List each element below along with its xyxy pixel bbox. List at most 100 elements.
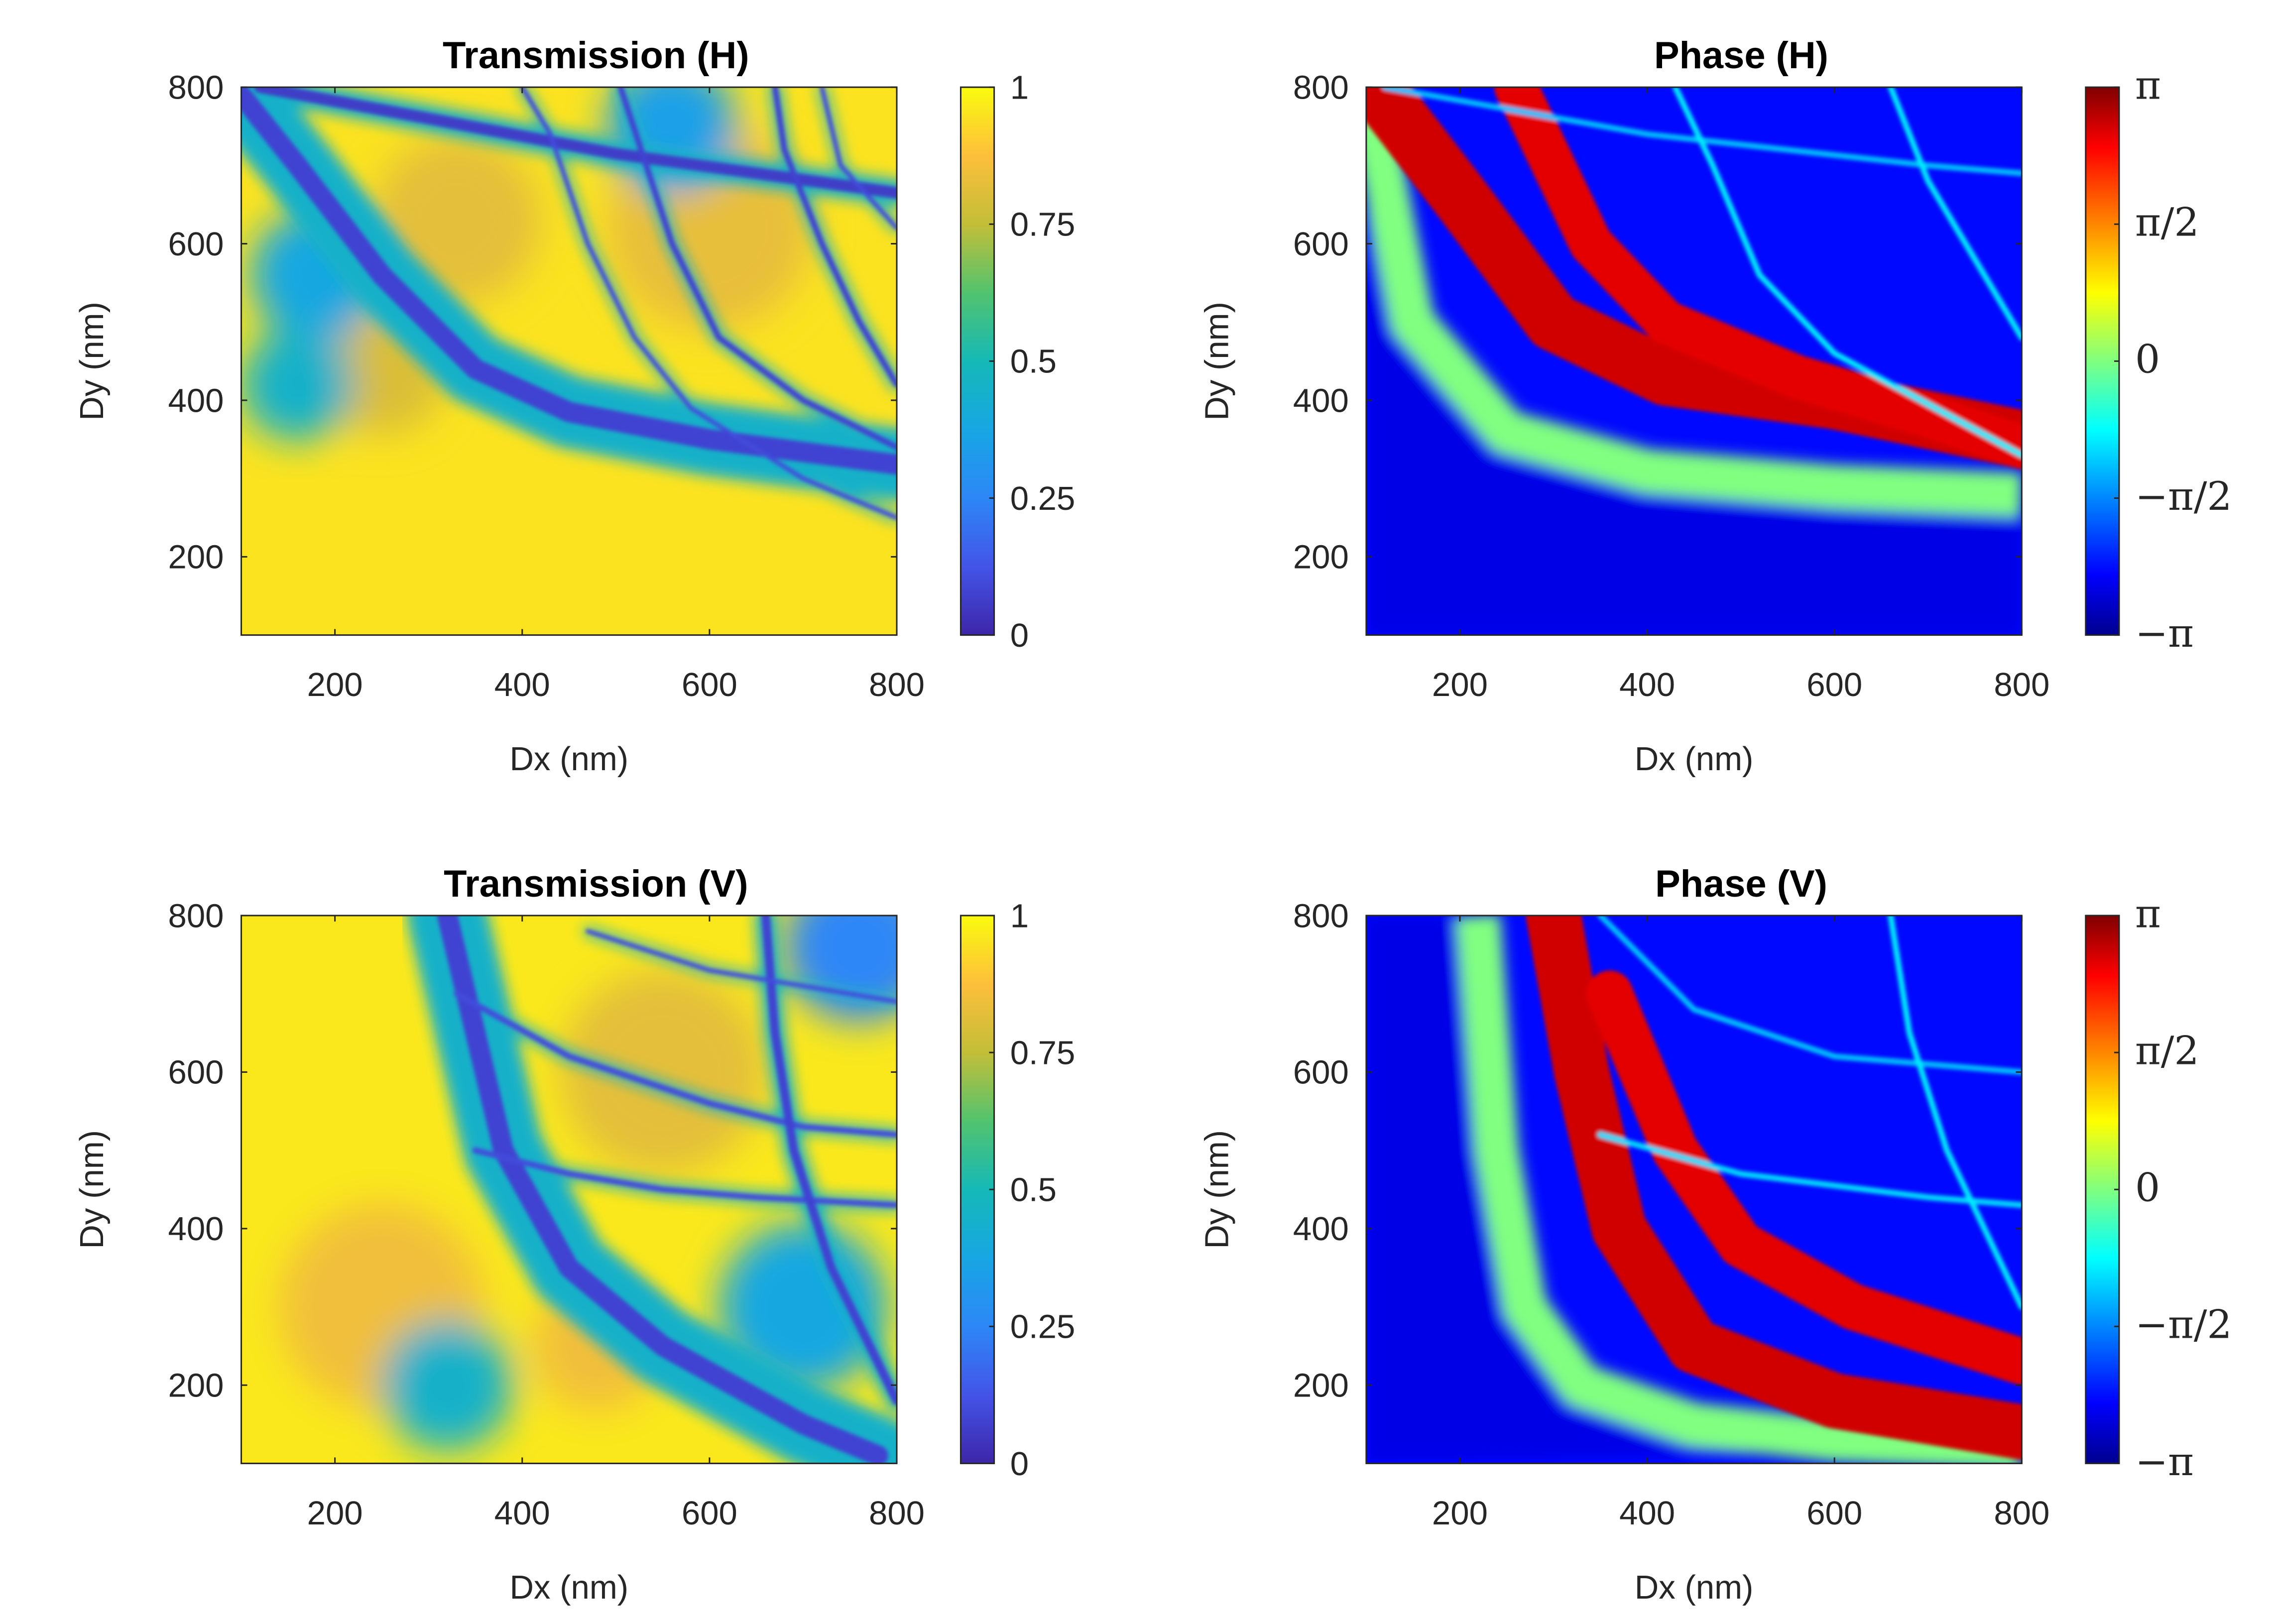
colorbar-transmission-v: 0 0.25 0.5 0.75 1 xyxy=(960,897,1076,1483)
panel-transmission-h: 200 400 600 800 200 400 600 800 Dx (nm) Dy (nm) Tr… xyxy=(73,34,1075,778)
x-axis-label: Dx (nm) xyxy=(1635,1569,1754,1606)
colorbar-tick-label: −π xyxy=(2135,1439,2194,1485)
heatmap-transmission-h xyxy=(241,87,897,635)
x-tick-label: 400 xyxy=(494,666,550,703)
colorbar-tick-label: 0.25 xyxy=(1010,480,1076,517)
dark-band xyxy=(820,87,897,231)
dark-band xyxy=(254,87,897,199)
y-tick-label: 200 xyxy=(1293,539,1349,576)
colorbar-transmission-h: 0 0.25 0.5 0.75 1 xyxy=(960,69,1075,654)
red-band xyxy=(1494,87,2022,469)
x-axis-label: Dx (nm) xyxy=(509,740,628,778)
colorbar-tick-label: 0.5 xyxy=(1010,1171,1057,1209)
x-tick-label: 800 xyxy=(1994,666,2049,703)
panel-transmission-v: 200 400 600 800 200 400 600 800 Dx (nm) Dy (nm) Tr… xyxy=(73,863,1075,1606)
y-tick-label: 600 xyxy=(168,1054,224,1091)
colorbar-tick-label: π xyxy=(2135,891,2161,936)
axes-box xyxy=(1365,86,2023,636)
colorbar-tick-label: 1 xyxy=(1010,897,1029,934)
colorbar-tick-label: 0.25 xyxy=(1010,1308,1076,1346)
cyan-region xyxy=(381,1319,513,1451)
dark-band xyxy=(761,915,897,1405)
colorbar-tick-label: π/2 xyxy=(2135,1028,2199,1073)
dark-band xyxy=(454,991,897,1138)
y-tick-label: 400 xyxy=(1293,1210,1349,1248)
x-tick-label: 200 xyxy=(1432,1495,1488,1532)
x-tick-label: 400 xyxy=(1619,1495,1675,1532)
x-tick-label: 800 xyxy=(869,1495,925,1532)
y-tick-label: 600 xyxy=(168,226,224,263)
x-tick-label: 600 xyxy=(1806,1495,1862,1532)
colorbar-tick-label: 0 xyxy=(2135,1165,2160,1211)
y-tick-label: 600 xyxy=(1293,226,1349,263)
y-tick-label: 200 xyxy=(1293,1367,1349,1404)
axes-box xyxy=(1365,915,2023,1464)
colorbar-gradient xyxy=(2085,915,2120,1464)
dark-band xyxy=(437,915,888,1464)
colorbar-tick-label: −π/2 xyxy=(2135,1302,2232,1348)
x-tick-label: 400 xyxy=(1619,666,1675,703)
x-axis-label: Dx (nm) xyxy=(1635,740,1754,778)
phase-transition xyxy=(1366,87,2022,516)
colorbar-tick-label: 0.75 xyxy=(1010,1034,1076,1071)
chart-title: Phase (V) xyxy=(1655,863,1827,905)
dark-band xyxy=(772,87,897,388)
chart-title: Phase (H) xyxy=(1654,34,1828,77)
panel-phase-h: 200 400 600 800 200 400 600 800 Dx (nm) Dy (nm) Ph… xyxy=(1199,34,2232,778)
x-tick-label: 800 xyxy=(869,666,925,703)
dark-band xyxy=(520,87,897,520)
heatmap-phase-v xyxy=(1366,915,2022,1464)
cyan-line xyxy=(1597,915,2022,1075)
orange-region xyxy=(559,969,766,1175)
red-band xyxy=(1526,915,2022,1460)
x-tick-label: 200 xyxy=(307,1495,363,1532)
cyan-line xyxy=(1672,87,2022,458)
y-tick-label: 800 xyxy=(1293,897,1349,934)
y-tick-label: 400 xyxy=(168,1210,224,1248)
x-axis-label: Dx (nm) xyxy=(509,1569,628,1606)
colorbar-gradient xyxy=(2085,86,2120,636)
colorbar-tick-label: 0 xyxy=(2135,337,2160,382)
cyan-line xyxy=(1888,915,2022,1310)
colorbar-gradient xyxy=(960,915,995,1464)
colorbar-tick-label: −π/2 xyxy=(2135,473,2232,519)
axes-box xyxy=(240,86,898,636)
y-tick-label: 200 xyxy=(168,1367,224,1404)
colorbar-phase-v: −π −π/2 0 π/2 π xyxy=(2085,891,2232,1485)
phase-transition xyxy=(1456,915,2022,1464)
colorbar-tick-label: 0 xyxy=(1010,1445,1029,1483)
colorbar-tick-label: 0.5 xyxy=(1010,343,1057,380)
dark-band xyxy=(586,929,897,1004)
y-tick-label: 400 xyxy=(1293,382,1349,419)
chart-title: Transmission (V) xyxy=(444,863,748,905)
y-tick-label: 600 xyxy=(1293,1054,1349,1091)
x-tick-label: 200 xyxy=(1432,666,1488,703)
dark-band xyxy=(617,87,897,451)
x-tick-label: 800 xyxy=(1994,1495,2049,1532)
axes-box xyxy=(240,915,898,1464)
panel-phase-v: 200 400 600 800 200 400 600 800 Dx (nm) Dy (nm) Ph… xyxy=(1199,863,2232,1606)
dark-band xyxy=(241,87,897,475)
red-band xyxy=(1586,970,2022,1385)
heatmap-phase-h xyxy=(1366,87,2022,635)
y-axis-label: Dy (nm) xyxy=(1199,1130,1236,1249)
cyan-region xyxy=(719,1222,888,1392)
colorbar-tick-label: π xyxy=(2135,62,2161,108)
x-tick-label: 600 xyxy=(682,1495,737,1532)
y-tick-label: 800 xyxy=(1293,69,1349,106)
x-tick-label: 600 xyxy=(682,666,737,703)
chart-title: Transmission (H) xyxy=(443,34,749,77)
x-tick-label: 600 xyxy=(1806,666,1862,703)
colorbar-tick-label: −π xyxy=(2135,610,2194,656)
colorbar-tick-label: 1 xyxy=(1010,69,1029,106)
cyan-line xyxy=(1888,87,2022,341)
cyan-region xyxy=(241,328,354,441)
colorbar-tick-label: 0.75 xyxy=(1010,206,1076,243)
y-tick-label: 400 xyxy=(168,382,224,419)
y-axis-label: Dy (nm) xyxy=(73,302,111,421)
x-tick-label: 200 xyxy=(307,666,363,703)
colorbar-gradient xyxy=(960,86,995,636)
heatmap-transmission-v xyxy=(241,915,897,1464)
cyan-line xyxy=(1597,1132,2022,1208)
y-axis-label: Dy (nm) xyxy=(73,1130,111,1249)
